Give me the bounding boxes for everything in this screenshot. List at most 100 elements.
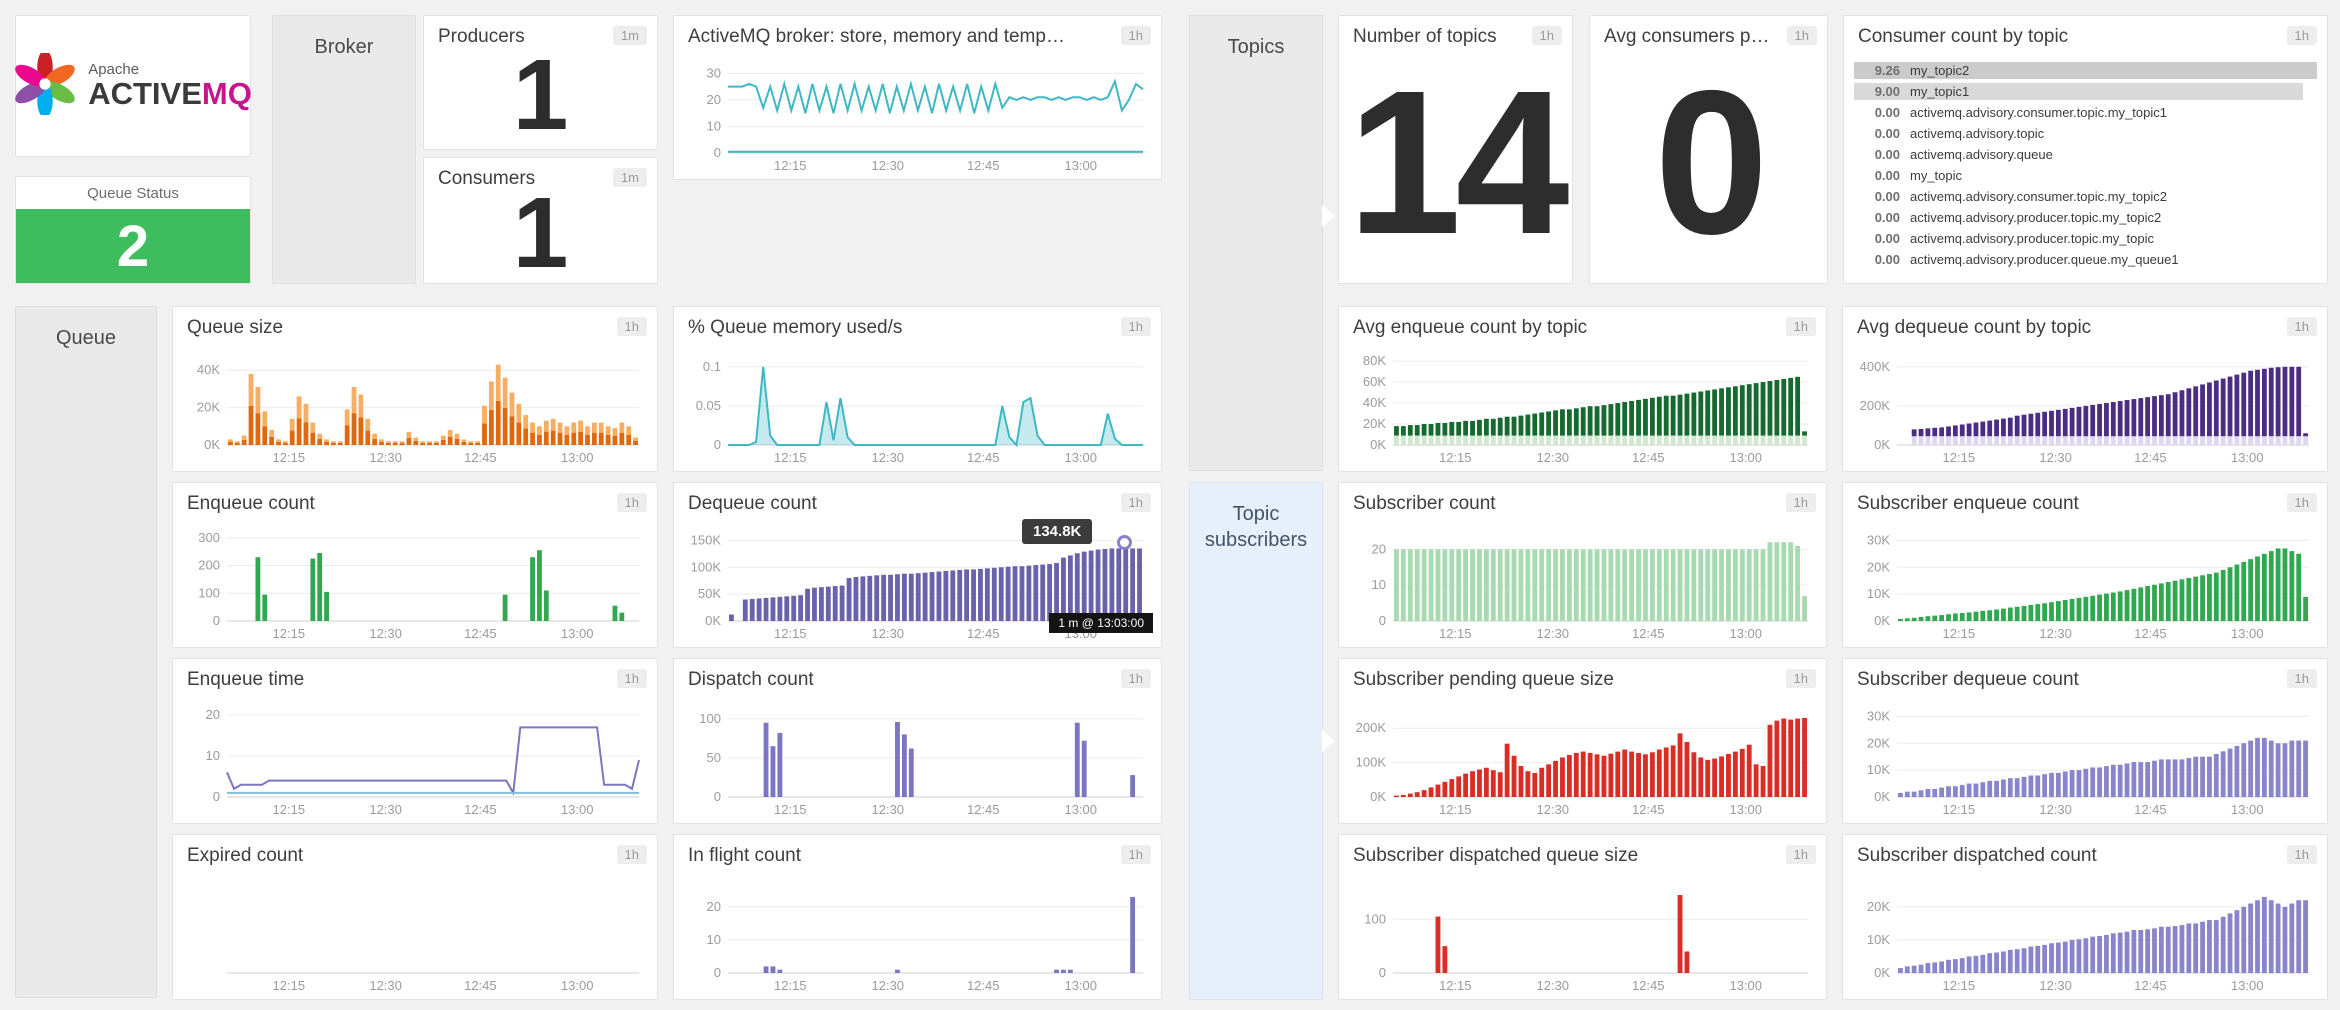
timeframe-badge[interactable]: 1m	[612, 168, 647, 187]
queue-status-widget: Queue Status 2	[15, 176, 251, 284]
svg-text:60K: 60K	[1363, 374, 1386, 389]
timeframe-badge[interactable]: 1h	[1785, 845, 1816, 864]
timeframe-badge[interactable]: 1h	[1120, 317, 1151, 336]
svg-text:12:30: 12:30	[1537, 626, 1570, 641]
subscriber-enqueue-chart[interactable]: 0K 10K 20K 30K 12:15 12:30 12:45 13:00	[1849, 525, 2321, 643]
svg-text:12:15: 12:15	[774, 626, 807, 641]
widget-title: Consumer count by topic	[1858, 26, 2069, 47]
svg-text:150K: 150K	[691, 532, 722, 547]
subscriber-dispatched-count-chart[interactable]: 0K 10K 20K 12:15 12:30 12:45 13:00	[1849, 877, 2321, 995]
svg-text:12:30: 12:30	[369, 802, 402, 817]
toplist-row-label: my_topic1	[1910, 84, 1970, 99]
queue-memory-chart[interactable]: 0 0.05 0.1 12:15 12:30 12:45 13:00	[680, 349, 1155, 467]
timeframe-badge[interactable]: 1h	[1531, 26, 1562, 45]
timeframe-badge[interactable]: 1h	[1120, 26, 1151, 45]
toplist-row[interactable]: 0.00 activemq.advisory.producer.topic.my_…	[1854, 228, 2317, 249]
timeframe-badge[interactable]: 1h	[616, 845, 647, 864]
timeframe-badge[interactable]: 1h	[2286, 669, 2317, 688]
widget-consumer-count-by-topic: Consumer count by topic 1h 9.26 my_topic2…	[1843, 15, 2328, 284]
dispatch-count-chart[interactable]: 0 50 100 12:15 12:30 12:45 13:00	[680, 701, 1155, 819]
svg-text:12:30: 12:30	[369, 626, 402, 641]
widget-title: Subscriber pending queue size	[1353, 669, 1614, 690]
widget-title: Consumers	[438, 168, 536, 189]
svg-text:12:30: 12:30	[369, 978, 402, 993]
widget-avg-dequeue-by-topic: Avg dequeue count by topic 1h 0K 200K 400K…	[1842, 306, 2328, 472]
svg-text:20: 20	[1372, 541, 1386, 556]
logo-mq-text: MQ	[201, 75, 252, 111]
svg-text:100K: 100K	[1356, 755, 1387, 770]
timeframe-badge[interactable]: 1m	[612, 26, 647, 45]
svg-text:13:00: 13:00	[1729, 626, 1762, 641]
chart-hover-marker-icon	[1117, 535, 1132, 550]
enqueue-time-chart[interactable]: 0 10 20 12:15 12:30 12:45 13:00	[179, 701, 651, 819]
expired-count-chart[interactable]: 12:15 12:30 12:45 13:00	[179, 877, 651, 995]
timeframe-badge[interactable]: 1h	[616, 317, 647, 336]
avg-dequeue-by-topic-chart[interactable]: 0K 200K 400K 12:15 12:30 12:45 13:00	[1849, 349, 2321, 467]
toplist-row[interactable]: 0.00 my_topic	[1854, 165, 2317, 186]
svg-text:12:15: 12:15	[273, 802, 306, 817]
queue-status-value[interactable]: 2	[16, 209, 250, 283]
svg-text:12:30: 12:30	[872, 158, 905, 173]
timeframe-badge[interactable]: 1h	[616, 493, 647, 512]
timeframe-badge[interactable]: 1h	[616, 669, 647, 688]
queue-size-chart[interactable]: 0K 20K 40K 12:15 12:30 12:45 13:00	[179, 349, 651, 467]
toplist-row[interactable]: 9.26 my_topic2	[1854, 60, 2317, 81]
widget-avg-enqueue-by-topic: Avg enqueue count by topic 1h 0K 20K 40K 60…	[1338, 306, 1827, 472]
dequeue-count-chart[interactable]: 0K 50K 100K 150K 12:15 12:30 12:45 13:00	[680, 525, 1155, 643]
svg-text:0: 0	[1379, 965, 1386, 980]
timeframe-badge[interactable]: 1h	[2286, 845, 2317, 864]
timeframe-badge[interactable]: 1h	[1120, 669, 1151, 688]
timeframe-badge[interactable]: 1h	[1786, 26, 1817, 45]
topic-subscribers-callout-arrow	[1322, 730, 1335, 752]
toplist-row[interactable]: 0.00 activemq.advisory.producer.queue.my_…	[1854, 249, 2317, 270]
subscriber-pending-chart[interactable]: 0K 100K 200K 12:15 12:30 12:45 13:00	[1345, 701, 1820, 819]
consumer-count-toplist: 9.26 my_topic2 9.00 my_topic1 0.00 activemq.a…	[1854, 60, 2317, 275]
widget-title: Enqueue count	[187, 493, 315, 514]
svg-text:0K: 0K	[1874, 613, 1890, 628]
widget-number-of-topics: Number of topics 1h 14	[1338, 15, 1573, 284]
svg-text:0.05: 0.05	[696, 398, 721, 413]
timeframe-badge[interactable]: 1h	[1120, 493, 1151, 512]
widget-subscriber-pending: Subscriber pending queue size 1h 0K 100K 2…	[1338, 658, 1827, 824]
toplist-row[interactable]: 0.00 activemq.advisory.producer.topic.my_…	[1854, 207, 2317, 228]
timeframe-badge[interactable]: 1h	[1120, 845, 1151, 864]
toplist-row[interactable]: 0.00 activemq.advisory.queue	[1854, 144, 2317, 165]
timeframe-badge[interactable]: 1h	[1785, 669, 1816, 688]
subscriber-dequeue-chart[interactable]: 0K 10K 20K 30K 12:15 12:30 12:45 13:00	[1849, 701, 2321, 819]
toplist-row[interactable]: 0.00 activemq.advisory.topic	[1854, 123, 2317, 144]
activemq-logo-icon	[14, 49, 76, 120]
enqueue-count-chart[interactable]: 0 100 200 300 12:15 12:30 12:45 13:00	[179, 525, 651, 643]
svg-text:12:30: 12:30	[872, 978, 905, 993]
subscriber-count-chart[interactable]: 0 10 20 12:15 12:30 12:45 13:00	[1345, 525, 1820, 643]
svg-text:200: 200	[198, 558, 220, 573]
broker-usage-chart[interactable]: 0 10 20 30 12:15 12:30 12:45 13:00	[680, 58, 1155, 175]
toplist-row-bar	[1854, 62, 2317, 79]
toplist-row[interactable]: 9.00 my_topic1	[1854, 81, 2317, 102]
timeframe-badge[interactable]: 1h	[1785, 493, 1816, 512]
timeframe-badge[interactable]: 1h	[2286, 493, 2317, 512]
svg-text:13:00: 13:00	[561, 626, 594, 641]
widget-avg-consumers: Avg consumers per topic 1h 0	[1589, 15, 1828, 284]
group-label-broker: Broker	[272, 15, 416, 284]
svg-text:0: 0	[213, 789, 220, 804]
avg-enqueue-by-topic-chart[interactable]: 0K 20K 40K 60K 80K 12:15 12:30 12:45 13:00	[1345, 349, 1820, 467]
svg-text:12:30: 12:30	[2039, 978, 2072, 993]
svg-text:13:00: 13:00	[1064, 978, 1097, 993]
svg-text:12:15: 12:15	[1943, 802, 1976, 817]
svg-text:13:00: 13:00	[561, 978, 594, 993]
widget-dequeue-count: Dequeue count 1h 0K 50K 100K 150K 12:15 12:30…	[673, 482, 1162, 648]
in-flight-chart[interactable]: 0 10 20 12:15 12:30 12:45 13:00	[680, 877, 1155, 995]
timeframe-badge[interactable]: 1h	[1785, 317, 1816, 336]
svg-text:400K: 400K	[1860, 359, 1891, 374]
timeframe-badge[interactable]: 1h	[2286, 26, 2317, 45]
toplist-row[interactable]: 0.00 activemq.advisory.consumer.topic.my_…	[1854, 186, 2317, 207]
toplist-row[interactable]: 0.00 activemq.advisory.consumer.topic.my_…	[1854, 102, 2317, 123]
group-label-topics-text: Topics	[1227, 36, 1285, 58]
subscriber-dispatched-queue-chart[interactable]: 0 100 12:15 12:30 12:45 13:00	[1345, 877, 1820, 995]
svg-text:13:00: 13:00	[1064, 450, 1097, 465]
timeframe-badge[interactable]: 1h	[2286, 317, 2317, 336]
svg-text:12:15: 12:15	[1943, 978, 1976, 993]
svg-text:12:15: 12:15	[1943, 626, 1976, 641]
widget-queue-memory: % Queue memory used/s 1h 0 0.05 0.1 12:15 12…	[673, 306, 1162, 472]
svg-text:12:45: 12:45	[967, 450, 1000, 465]
